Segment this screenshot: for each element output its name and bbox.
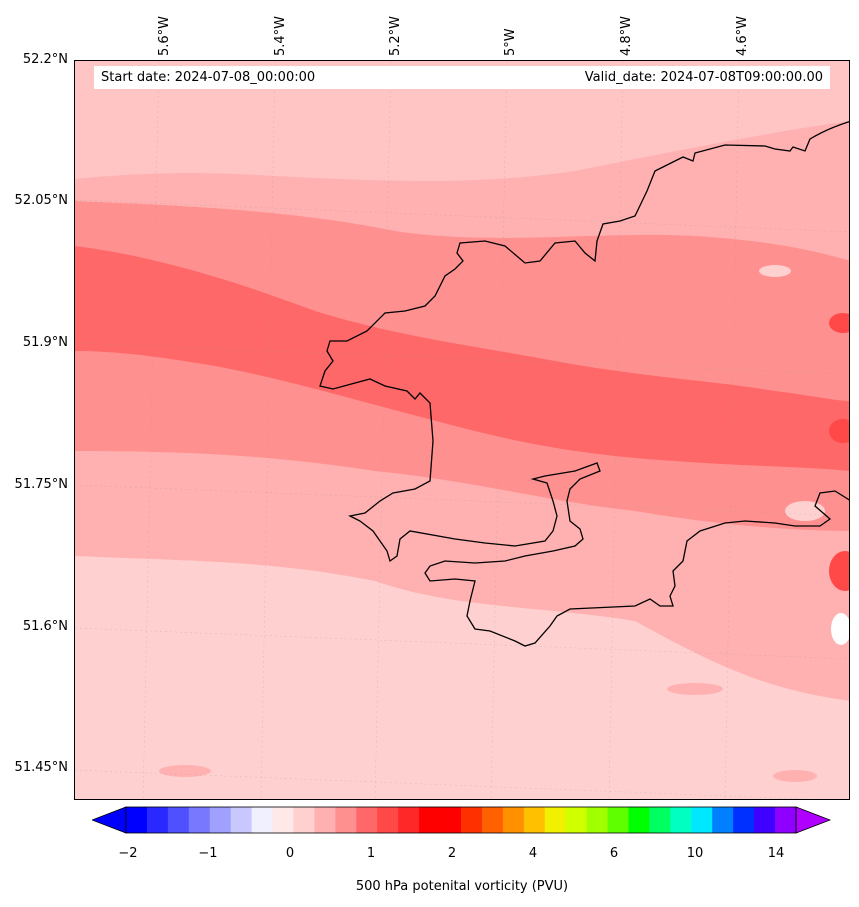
lon-label-3: 5.2°W (388, 15, 403, 56)
colorbar-swatch (230, 807, 253, 833)
colorbar-swatch (565, 807, 588, 833)
colorbar-swatch (272, 807, 294, 833)
lon-label-4: 5°W (503, 28, 518, 56)
colorbar-tick-5: 2 (447, 846, 457, 861)
colorbar-tick-8: 10 (686, 846, 704, 861)
colorbar-label: 500 hPa potenital vorticity (PVU) (355, 879, 569, 894)
colorbar-swatch (419, 807, 441, 833)
coastline (319, 120, 849, 647)
colorbar-tick-1: −2 (118, 846, 138, 861)
colorbar-swatch (335, 807, 357, 833)
pv-blob-light-1 (759, 265, 791, 277)
colorbar-swatch (167, 807, 190, 833)
colorbar-tick-7: 6 (609, 846, 619, 861)
pv-blob-light-2 (785, 501, 825, 521)
map-panel (74, 60, 850, 800)
colorbar-swatch (440, 807, 462, 833)
pv-blob-east-1 (829, 313, 849, 333)
pv-blob-pink-1 (159, 765, 211, 777)
colorbar-swatch (188, 807, 211, 833)
colorbar-swatch (377, 807, 399, 833)
pv-blob-pink-2 (667, 683, 723, 695)
colorbar-swatch (607, 807, 629, 833)
pv-blob-east-3 (829, 551, 849, 591)
colorbar-swatch (251, 807, 274, 833)
colorbar-swatch (146, 807, 169, 833)
colorbar-tick-9: 14 (767, 846, 785, 861)
colorbar-tick-4: 1 (366, 846, 376, 861)
map-canvas (75, 61, 849, 799)
colorbar-swatch (523, 807, 546, 833)
colorbar-swatch (712, 807, 734, 833)
lat-label-1: 52.2°N (22, 52, 68, 67)
colorbar-swatch (670, 807, 692, 833)
colorbar-swatch (398, 807, 420, 833)
colorbar-swatch (209, 807, 232, 833)
pv-blob-east-2 (829, 419, 849, 443)
colorbar-swatch (293, 807, 315, 833)
pv-blob-pink-3 (773, 770, 817, 782)
graticule (75, 61, 849, 799)
colorbar-swatch (649, 807, 671, 833)
lon-label-2: 5.4°W (273, 15, 288, 56)
lat-label-3: 51.9°N (22, 335, 68, 350)
colorbar-swatch (314, 807, 336, 833)
colorbar-swatch (356, 807, 378, 833)
colorbar-frame (125, 806, 797, 834)
lat-label-2: 52.05°N (14, 193, 68, 208)
lat-label-6: 51.45°N (14, 760, 68, 775)
colorbar-swatch (481, 807, 504, 833)
colorbar-extend-low (92, 806, 127, 834)
colorbar-swatch (628, 807, 650, 833)
pv-band-strong (75, 246, 849, 471)
colorbar-swatch (733, 807, 755, 833)
colorbar-tick-2: −1 (198, 846, 218, 861)
lon-label-5: 4.8°W (619, 15, 634, 56)
colorbar-swatch (754, 807, 776, 833)
colorbar-swatch (775, 807, 797, 833)
start-date-text: Start date: 2024-07-08_00:00:00 (101, 70, 316, 85)
lon-label-1: 5.6°W (157, 15, 172, 56)
colorbar-swatch (586, 807, 609, 833)
lon-label-6: 4.6°W (735, 15, 750, 56)
pv-band-light-top (75, 61, 849, 181)
pv-blob-east-4 (831, 613, 849, 645)
colorbar-extend-high (795, 806, 832, 834)
colorbar-swatch (126, 807, 148, 833)
colorbar-swatch (502, 807, 525, 833)
colorbar-swatch (461, 807, 483, 833)
colorbar (92, 806, 832, 834)
colorbar-tick-3: 0 (285, 846, 295, 861)
colorbar-swatch (544, 807, 567, 833)
lat-label-5: 51.6°N (22, 619, 68, 634)
lat-label-4: 51.75°N (14, 477, 68, 492)
valid-date-text: Valid_date: 2024-07-08T09:00:00.00 (584, 70, 823, 85)
date-banner: Start date: 2024-07-08_00:00:00 Valid_da… (94, 66, 830, 89)
colorbar-tick-6: 4 (528, 846, 538, 861)
colorbar-swatch (691, 807, 713, 833)
